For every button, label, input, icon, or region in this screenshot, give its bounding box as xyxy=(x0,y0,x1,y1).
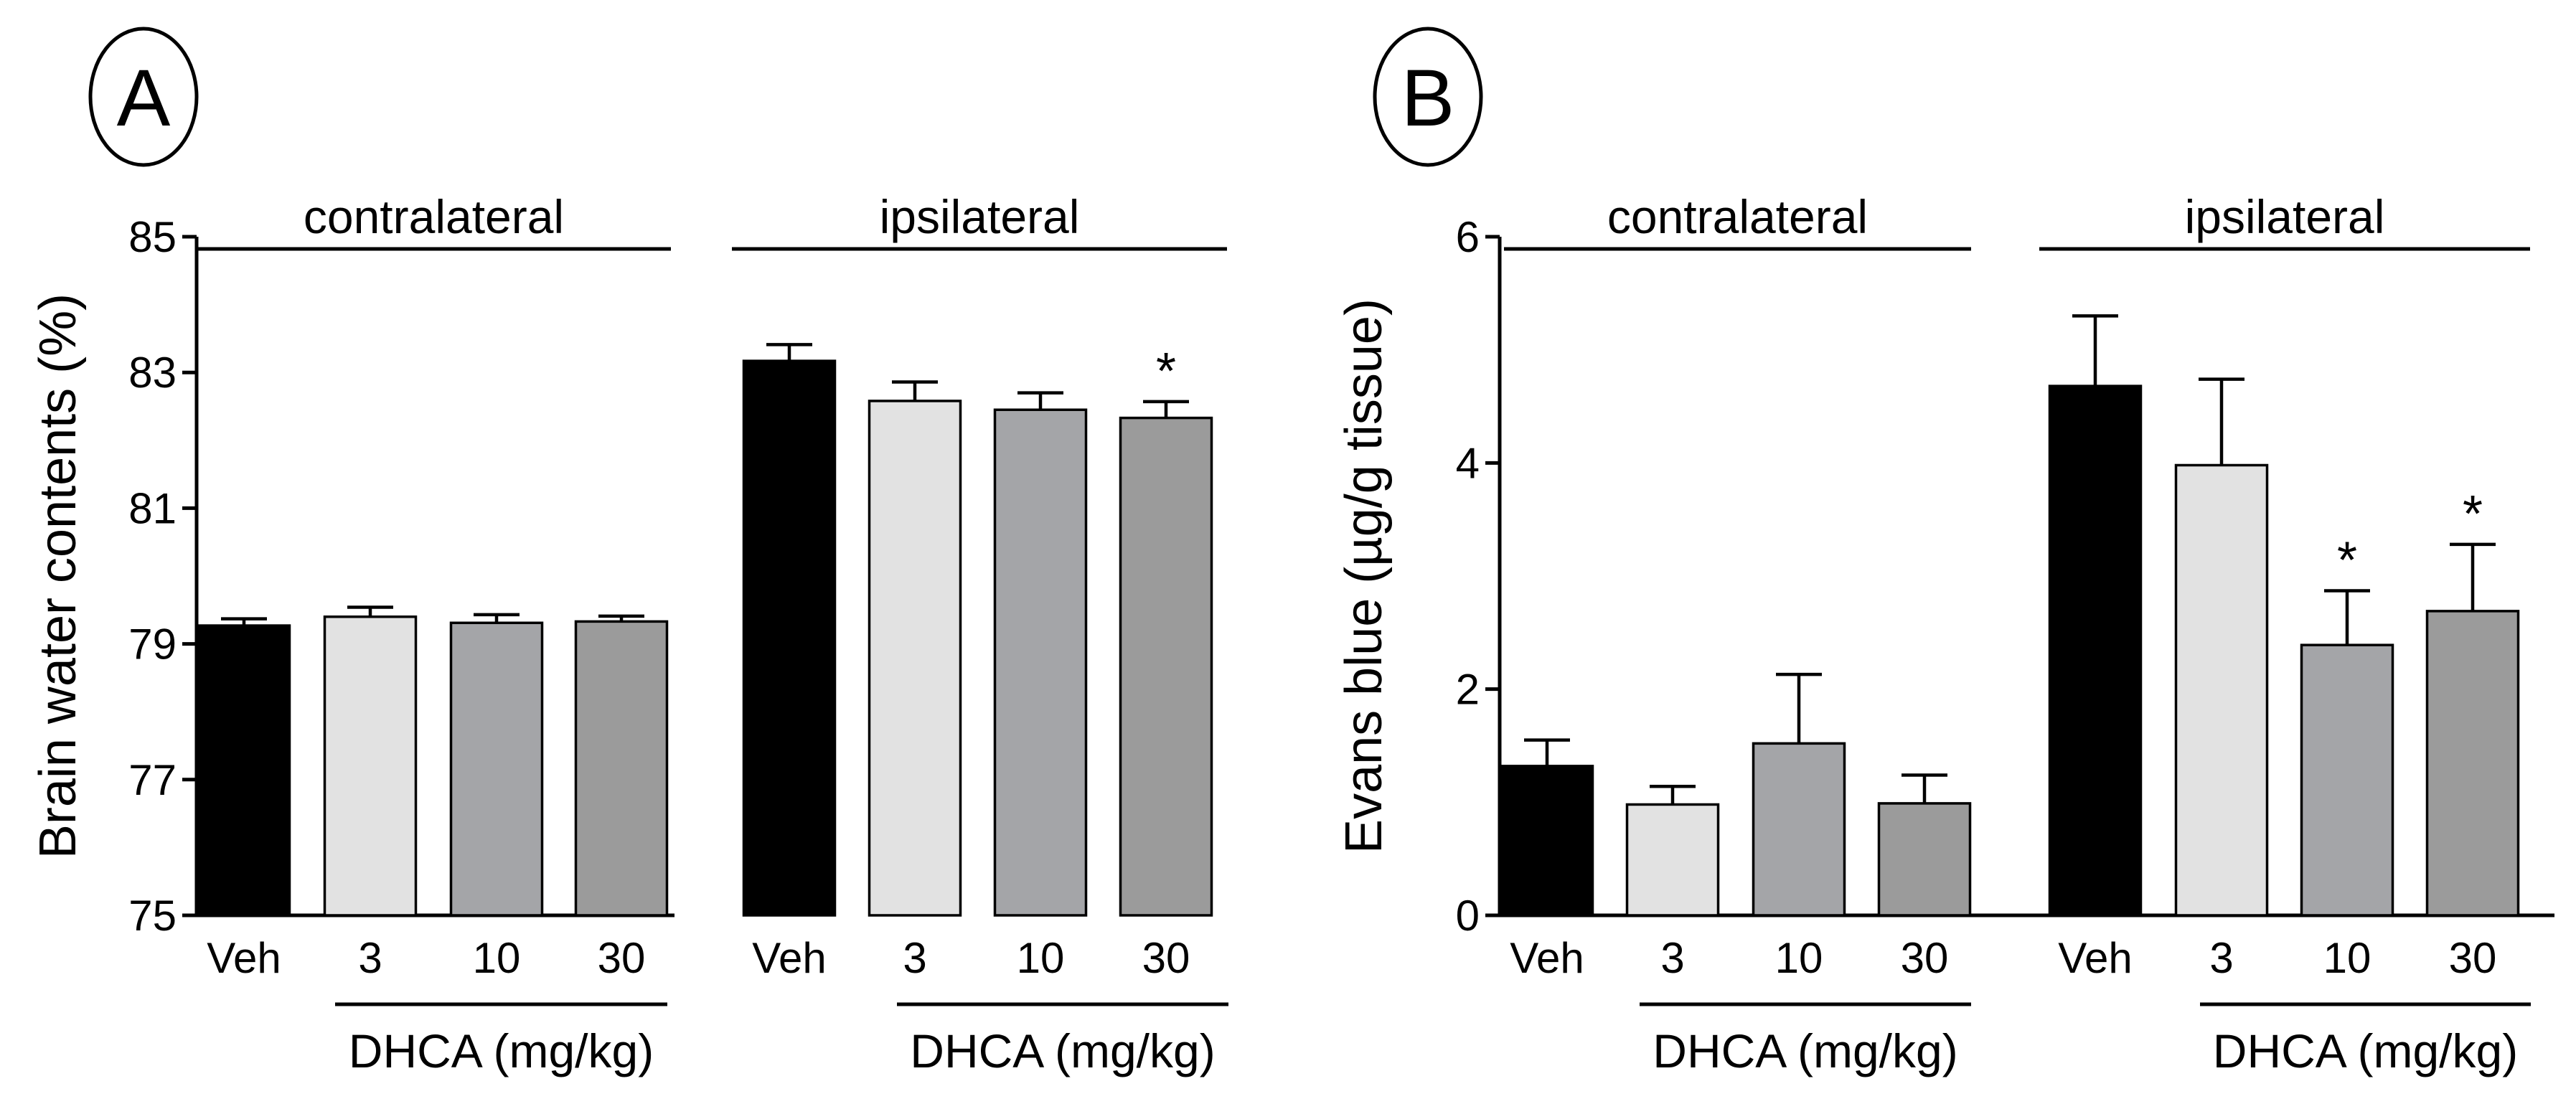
panel-a-contralateral-bar-30 xyxy=(574,620,669,917)
panel-b-ipsilateral-category-label: 30 xyxy=(2449,934,2497,982)
panel-a-y-tick-label: 85 xyxy=(128,213,177,261)
panel-a-contralateral-bar-10 xyxy=(449,621,544,917)
panel-b-y-axis-title: Evans blue (µg/g tissue) xyxy=(1335,298,1393,854)
panel-a-label: A xyxy=(117,53,171,143)
panel-b-y-tick-label: 4 xyxy=(1456,439,1480,487)
panel-b-contralateral-category-label: 3 xyxy=(1660,934,1684,982)
panel-b-ipsilateral-bar-10 xyxy=(2300,643,2394,917)
panel-b-label: B xyxy=(1401,53,1455,143)
panel-a-contralateral-label: contralateral xyxy=(304,190,564,243)
panel-b-label-circle xyxy=(1373,27,1483,167)
panel-a-contralateral-bar-veh xyxy=(197,624,291,917)
panel-a-contralateral-category-label: 10 xyxy=(473,934,521,982)
panel-a-y-tick-label: 81 xyxy=(128,484,177,532)
panel-a-ipsilateral-significance-star: * xyxy=(1156,343,1176,400)
panel-b-contralateral-bar-10 xyxy=(1752,742,1846,917)
panel-a-y-tick-label: 79 xyxy=(128,621,177,669)
panel-a-contralateral-dhca-label: DHCA (mg/kg) xyxy=(349,1024,654,1077)
panel-a-y-tick-label: 83 xyxy=(128,349,177,397)
panel-b-ipsilateral-significance-star: * xyxy=(2337,532,2357,589)
panel-b-y-tick-label: 0 xyxy=(1456,892,1480,940)
panel-a-ipsilateral-category-label: Veh xyxy=(752,934,826,982)
panel-a-contralateral-category-label: 30 xyxy=(598,934,646,982)
panel-b-contralateral-bar-30 xyxy=(1877,802,1972,917)
panel-a-ipsilateral-dhca-label: DHCA (mg/kg) xyxy=(910,1024,1215,1077)
panel-a-ipsilateral-label: ipsilateral xyxy=(880,190,1080,243)
panel-b-ipsilateral-dhca-label: DHCA (mg/kg) xyxy=(2213,1024,2518,1077)
panel-b-ipsilateral-significance-star: * xyxy=(2463,486,2483,543)
panel-b-contralateral-category-label: 10 xyxy=(1775,934,1823,982)
panel-a-y-tick-label: 77 xyxy=(128,756,177,804)
panel-b-y-tick-label: 6 xyxy=(1456,213,1480,261)
panel-b-contralateral-bar-3 xyxy=(1625,803,1720,917)
panel-a-ipsilateral-category-label: 10 xyxy=(1017,934,1065,982)
panel-a-contralateral-category-label: Veh xyxy=(207,934,281,982)
panel-b-ipsilateral-category-label: Veh xyxy=(2058,934,2132,982)
panel-b-ipsilateral-label: ipsilateral xyxy=(2185,190,2385,243)
panel-a-contralateral-bar-3 xyxy=(323,615,418,917)
panel-b-contralateral-label: contralateral xyxy=(1607,190,1868,243)
panel-b-ipsilateral-bar-3 xyxy=(2174,463,2269,917)
panel-a-ipsilateral-bar-3 xyxy=(868,400,962,917)
panel-b-ipsilateral-category-label: 10 xyxy=(2323,934,2371,982)
panel-a-ipsilateral-category-label: 30 xyxy=(1142,934,1190,982)
panel-b-bar-chart: B 0 2 4 6 Evans blue (µg/g tissue) contralater… xyxy=(1335,27,2554,1077)
panel-a-ipsilateral-bar-veh xyxy=(742,359,837,917)
panel-b-contralateral-dhca-label: DHCA (mg/kg) xyxy=(1653,1024,1957,1077)
panel-b-ipsilateral-category-label: 3 xyxy=(2209,934,2233,982)
panel-a-label-circle xyxy=(88,27,199,167)
panel-a-bar-chart: A 75 77 79 81 83 85 Brain water contents (%) con… xyxy=(29,27,1228,1077)
panel-b-contralateral-category-label: 30 xyxy=(1901,934,1949,982)
panel-b-y-tick-label: 2 xyxy=(1456,666,1480,714)
panel-a-ipsilateral-bar-10 xyxy=(993,408,1088,917)
panel-a-y-axis-title: Brain water contents (%) xyxy=(29,293,87,859)
panel-a-ipsilateral-category-label: 3 xyxy=(903,934,926,982)
panel-b-contralateral-category-label: Veh xyxy=(1510,934,1584,982)
panel-a-contralateral-category-label: 3 xyxy=(358,934,382,982)
panel-b-contralateral-bar-veh xyxy=(1500,765,1594,917)
panel-b-ipsilateral-bar-30 xyxy=(2425,610,2520,917)
panel-a-ipsilateral-bar-30 xyxy=(1119,416,1213,917)
panel-a-y-tick-label: 75 xyxy=(128,892,177,940)
panel-b-ipsilateral-bar-veh xyxy=(2048,384,2143,917)
